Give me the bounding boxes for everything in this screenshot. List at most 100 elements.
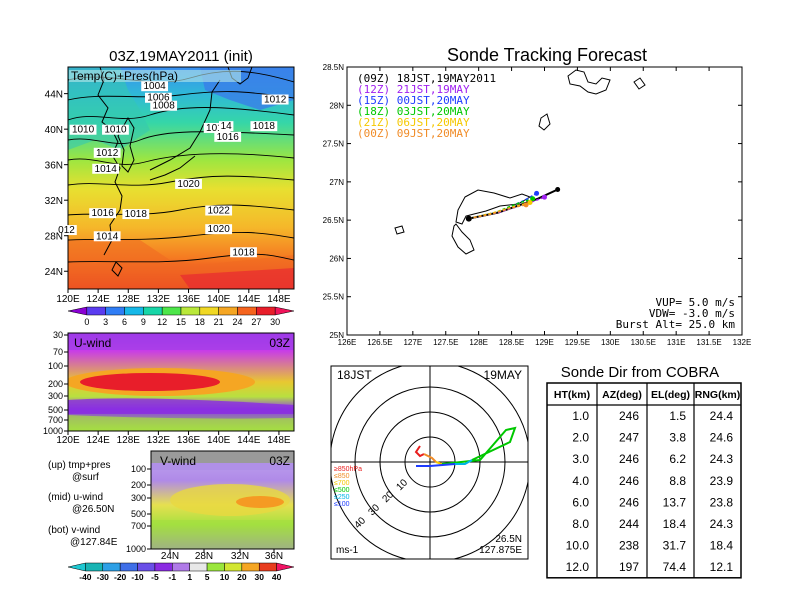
table-cell: 244: [619, 517, 639, 531]
colorbar-swatch: [85, 562, 104, 572]
isobar-label-bg: [214, 131, 242, 142]
colorbar-label: -1: [169, 572, 177, 582]
table-cell: 1.5: [669, 409, 686, 423]
table-cell: 246: [619, 452, 639, 466]
isobar-label: 1014: [96, 231, 119, 242]
legend-entry: (00Z) 09JST,20MAY: [357, 127, 470, 140]
launch-point: [465, 215, 472, 222]
isobar-label: 1012: [96, 148, 119, 159]
colorbar-swatch: [237, 306, 257, 316]
tracking-title: Sonde Tracking Forecast: [447, 45, 647, 65]
y-tick-label: 26.5N: [323, 216, 345, 225]
lon-tick-label: 120E: [56, 435, 80, 446]
surface-map-lon-ticks: 120E 124E 128E 132E 136E 140E 144E 148E: [56, 289, 291, 305]
tracking-legend: (09Z) 18JST,19MAY2011(12Z) 21JST,19MAY(1…: [357, 72, 496, 140]
y-tick-label: 28.5N: [323, 63, 345, 72]
isobar-label-bg: [122, 209, 150, 220]
isobar-label-bg: [219, 121, 234, 132]
table-cell: 246: [619, 495, 639, 509]
isobar-label-bg: [261, 94, 289, 105]
note-bot-1: (bot) v-wind: [48, 525, 100, 536]
colorbar-swatch: [143, 306, 163, 316]
isobar-label: 1016: [217, 132, 240, 143]
colorbar-swatch: [161, 306, 182, 316]
x-tick-label: 126E: [338, 338, 357, 347]
table-cell: 12.1: [710, 560, 734, 574]
table-cell: 13.7: [663, 495, 687, 509]
colorbar-swatch: [137, 562, 156, 572]
lat-tick-label: 32N: [45, 196, 63, 207]
note-mid-1: (mid) u-wind: [48, 492, 103, 503]
x-tick-label: 130.5E: [631, 338, 656, 347]
colorbar-label: 5: [205, 572, 210, 582]
x-tick-label: 131E: [667, 338, 686, 347]
table-cell: 24.6: [710, 431, 734, 445]
colorbar-swatch: [67, 562, 86, 572]
v-wind-colorbar: -40 -30 -20 -10 -5 -1 1 5 10 20 30 40: [67, 562, 295, 582]
lon-tick-label: 136E: [177, 435, 201, 446]
surface-map-panel: 03Z,19MAY2011 (init): [45, 48, 295, 327]
x-tick-label: 127.5E: [433, 338, 458, 347]
colorbar-label: 24: [232, 317, 242, 327]
pressure-tick-label: 70: [53, 347, 63, 357]
colorbar-swatch: [86, 306, 106, 316]
table-cell: 247: [619, 431, 639, 445]
colorbar-swatch: [241, 562, 260, 572]
table-cell: 8.8: [669, 474, 686, 488]
colorbar-label: 1: [187, 572, 192, 582]
tracking-coastlines: [394, 69, 646, 255]
colorbar-swatch: [119, 562, 138, 572]
colorbar-label: 12: [157, 317, 167, 327]
note-bot-2: @127.84E: [70, 537, 118, 548]
colorbar-swatch: [206, 562, 225, 572]
table-cell: 24.3: [710, 452, 734, 466]
isobar-label: 1016: [206, 123, 229, 134]
colorbar-label: 21: [214, 317, 224, 327]
pressure-tick-label: 30: [53, 330, 63, 340]
isobar-label-bg: [205, 205, 233, 216]
tracking-series: [465, 187, 561, 222]
isobar-label: 1010: [104, 125, 127, 136]
polar-lon: 127.875E: [479, 545, 522, 556]
table-cell: 246: [619, 474, 639, 488]
lat-tick-label: 32N: [231, 551, 249, 562]
isobar-label: 1014: [95, 164, 118, 175]
legend-entry: (12Z) 21JST,19MAY: [357, 83, 470, 96]
track-endpoint: [523, 202, 529, 208]
colorbar-label: -40: [79, 572, 92, 582]
colorbar-label: 0: [84, 317, 89, 327]
pressure-legend-entry: ≤700: [334, 480, 350, 487]
track-endpoint: [555, 187, 561, 193]
polar-date-label: 19MAY: [484, 368, 522, 382]
isobar-label-bg: [56, 225, 77, 236]
colorbar-label: 6: [122, 317, 127, 327]
isobar-label: 1018: [232, 247, 255, 258]
colorbar-swatch: [102, 562, 121, 572]
colorbar-swatch: [124, 306, 144, 316]
colorbar-label: 18: [195, 317, 205, 327]
surface-map-overlay-label: Temp(C)+Pres(hPa): [71, 69, 178, 83]
table-cell: 24.4: [710, 409, 734, 423]
polar-lat: 26.5N: [495, 534, 522, 545]
y-tick-label: 28N: [329, 101, 344, 110]
sonde-tracking-panel: Sonde Tracking Forecast 126E 126.5E 127E 12…: [323, 45, 752, 347]
pressure-tick-label: 200: [131, 480, 146, 490]
isobar-label: 1012: [264, 95, 287, 106]
pressure-tick-label: 200: [48, 379, 63, 389]
table-cell: 238: [619, 539, 639, 553]
lon-tick-label: 148E: [267, 294, 291, 305]
pressure-tick-label: 300: [131, 493, 146, 503]
colorbar-label: -10: [131, 572, 144, 582]
isobar-label: 1016: [92, 208, 115, 219]
v-wind-panel: V-wind 03Z 100 200 300 500 700 1000 24N 28N 32N…: [67, 450, 295, 582]
table-cell: 18.4: [663, 517, 687, 531]
isobar-label: 1006: [147, 93, 170, 104]
pressure-tick-label: 300: [48, 391, 63, 401]
table-grid: HT(km) AZ(deg) EL(deg) RNG(km) 1.0 246 1.5 24.4…: [546, 382, 742, 579]
lat-tick-label: 24N: [161, 551, 179, 562]
polar-unit: ms-1: [336, 545, 359, 556]
pressure-tick-label: 100: [131, 464, 146, 474]
